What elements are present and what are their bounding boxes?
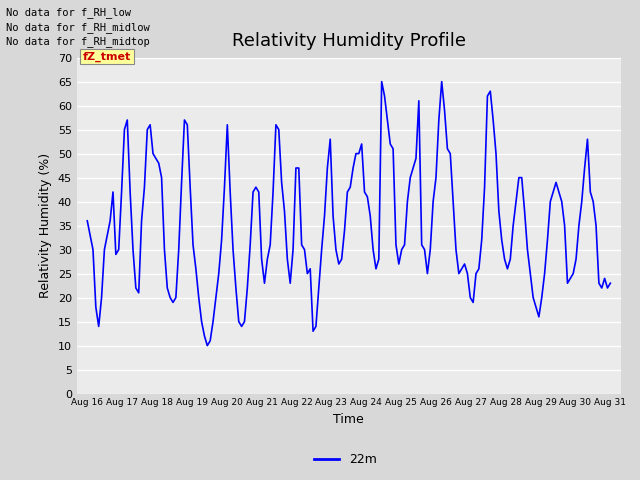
Text: fZ_tmet: fZ_tmet (83, 51, 131, 61)
Legend: 22m: 22m (309, 448, 382, 471)
Text: No data for f_RH_midlow: No data for f_RH_midlow (6, 22, 150, 33)
Text: No data for f_RH_low: No data for f_RH_low (6, 7, 131, 18)
Y-axis label: Relativity Humidity (%): Relativity Humidity (%) (39, 153, 52, 298)
Title: Relativity Humidity Profile: Relativity Humidity Profile (232, 33, 466, 50)
Text: No data for f_RH_midtop: No data for f_RH_midtop (6, 36, 150, 47)
X-axis label: Time: Time (333, 413, 364, 426)
